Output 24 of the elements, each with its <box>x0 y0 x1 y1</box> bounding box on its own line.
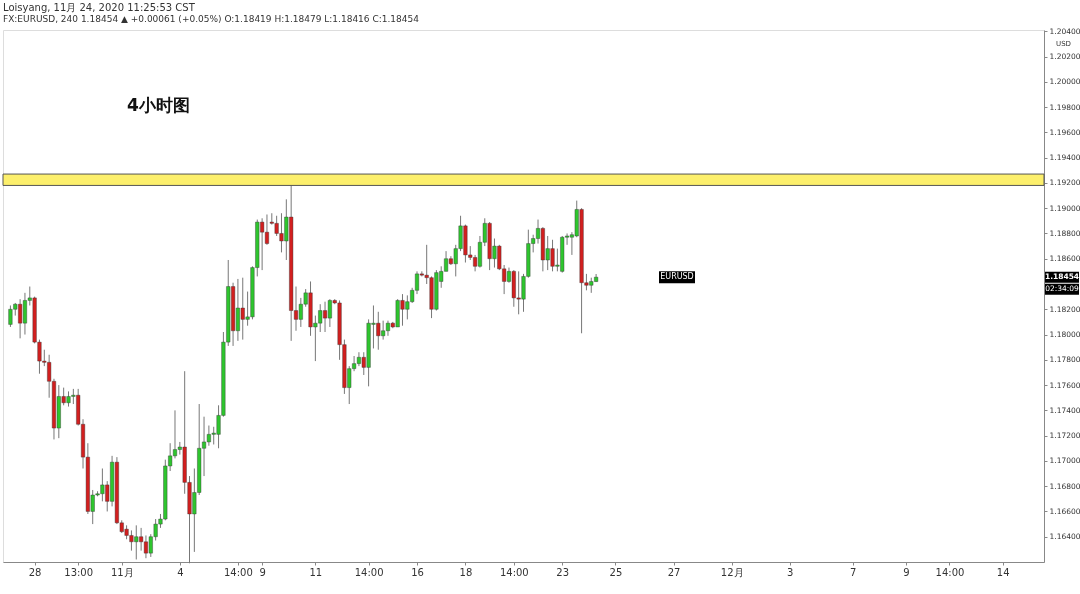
x-tick-label: 25 <box>609 566 623 578</box>
annotation: 4小时图 <box>127 95 190 115</box>
x-tick-label: 18 <box>459 566 473 578</box>
x-tick-label: 28 <box>28 566 42 578</box>
x-tick-label: 13:00 <box>64 566 94 578</box>
x-tick-label: 9 <box>259 566 266 578</box>
x-tick-label: 14:00 <box>935 566 965 578</box>
annotation: EURUSD <box>660 272 694 282</box>
x-tick-label: 7 <box>849 566 857 578</box>
x-tick-label: 27 <box>667 566 681 578</box>
chart-subtitle: FX:EURUSD, 240 1.18454 ▲ +0.00061 (+0.05%) O:1.18419 H:1.18479 L:1.18416 C:1.18454 <box>3 14 420 25</box>
x-tick-label: 9 <box>903 566 910 578</box>
x-tick-label: 16 <box>411 566 424 578</box>
chart-title: Loisyang, 11月 24, 2020 11:25:53 CST <box>3 2 196 14</box>
x-tick-label: 11 <box>309 566 323 578</box>
x-tick-label: 14:00 <box>499 566 529 578</box>
x-tick-label: 14:00 <box>354 566 384 578</box>
x-tick-label: 12月 <box>720 566 744 578</box>
x-tick-label: 23 <box>556 566 570 578</box>
x-tick-label: 11月 <box>110 566 134 578</box>
x-tick-label: 3 <box>787 566 794 578</box>
x-tick-label: 14 <box>996 566 1010 578</box>
x-tick-label: 14:00 <box>224 566 253 578</box>
x-tick-label: 4 <box>177 566 184 578</box>
